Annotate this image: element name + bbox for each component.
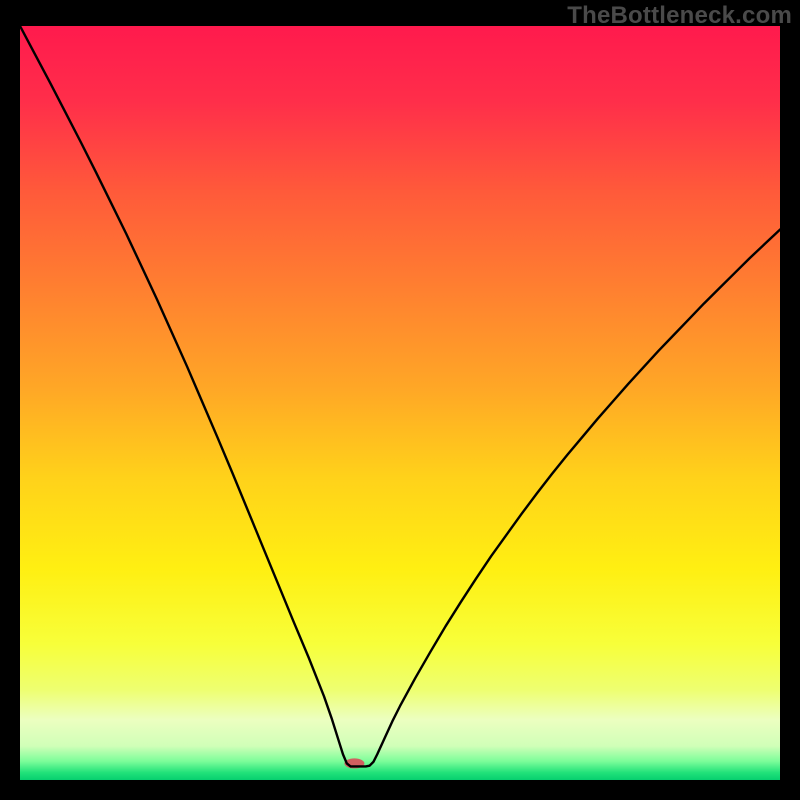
chart-stage: TheBottleneck.com [0, 0, 800, 800]
bottleneck-chart [0, 0, 800, 800]
plot-area [20, 26, 780, 780]
gradient-background [20, 26, 780, 780]
watermark-label: TheBottleneck.com [567, 2, 792, 30]
